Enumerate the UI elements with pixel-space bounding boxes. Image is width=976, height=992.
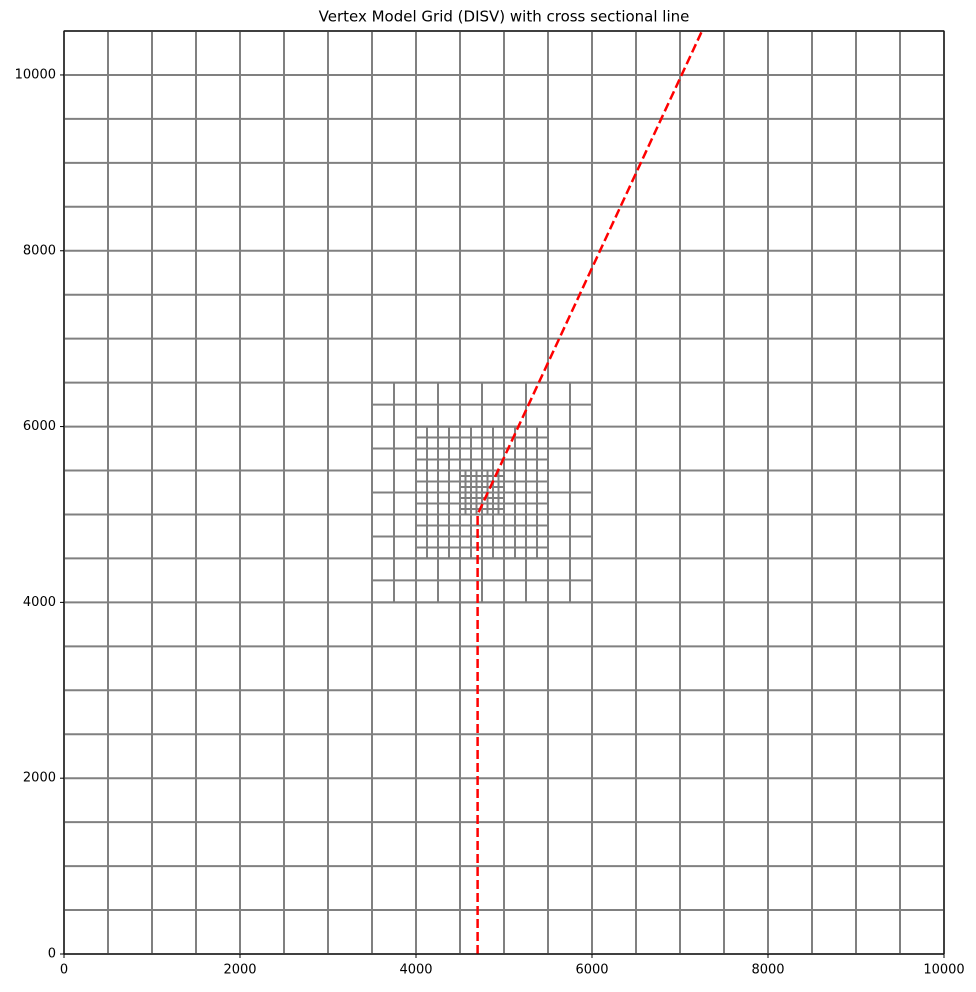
y-tick-label: 6000 xyxy=(23,419,56,434)
plot-frame xyxy=(63,30,945,955)
x-tick-label: 10000 xyxy=(923,963,964,978)
cross-section-line xyxy=(476,30,704,954)
y-tick-label: 0 xyxy=(48,947,56,962)
x-tick-label: 6000 xyxy=(575,963,608,978)
x-tick-label: 8000 xyxy=(751,963,784,978)
y-tick-label: 10000 xyxy=(15,67,56,82)
chart-title: Vertex Model Grid (DISV) with cross sect… xyxy=(319,8,690,26)
y-tick-label: 8000 xyxy=(23,243,56,258)
x-tick-label: 0 xyxy=(60,963,68,978)
x-tick-label: 2000 xyxy=(223,963,256,978)
y-tick-label: 2000 xyxy=(23,771,56,786)
y-tick-label: 4000 xyxy=(23,595,56,610)
x-tick-label: 4000 xyxy=(399,963,432,978)
